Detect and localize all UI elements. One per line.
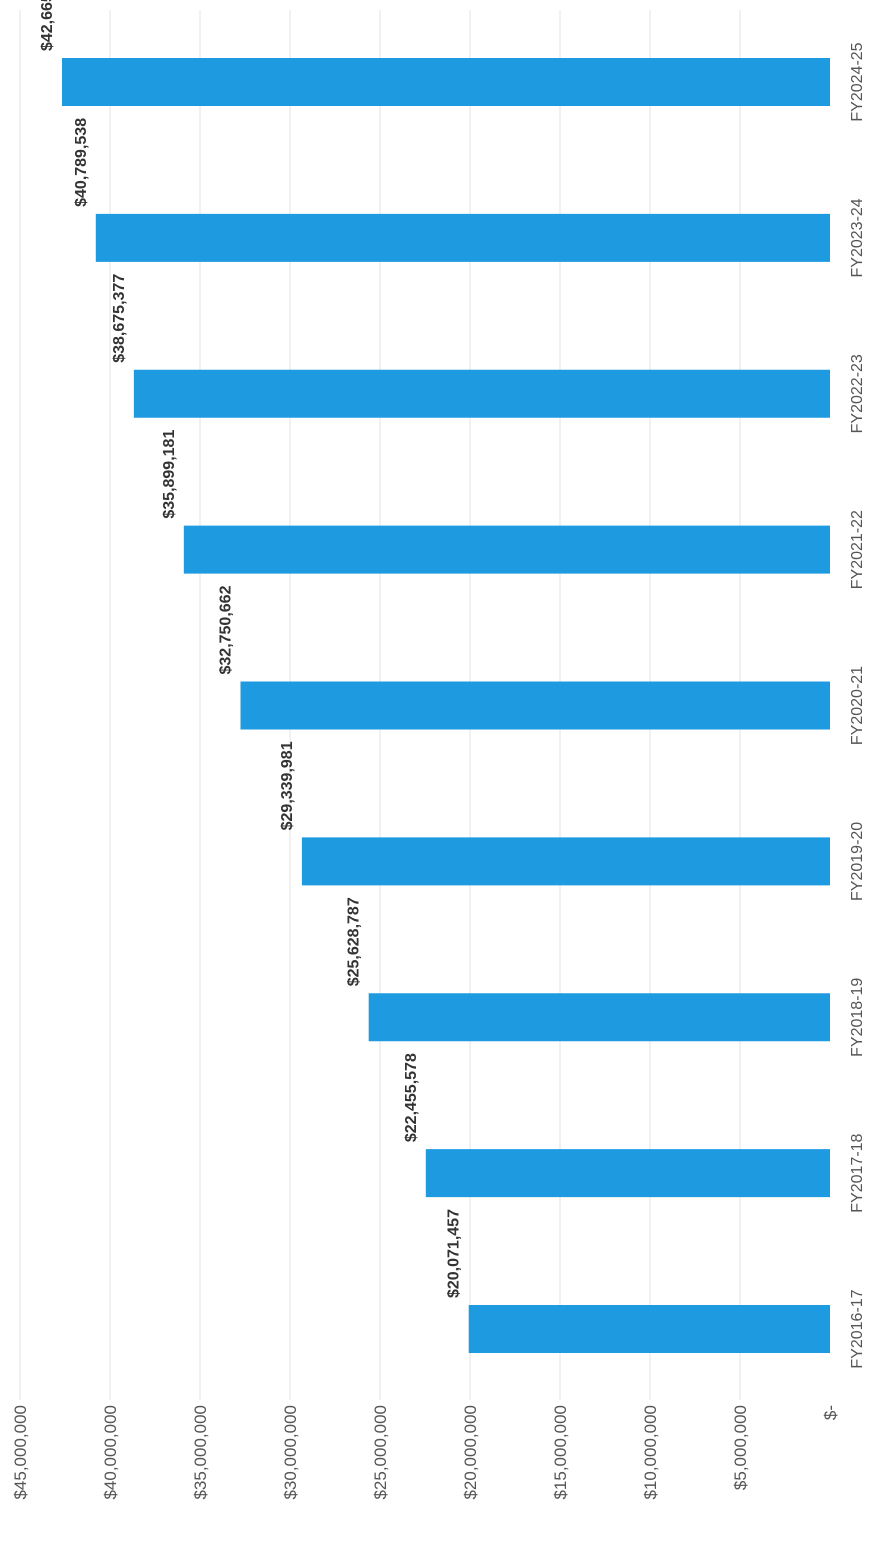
value-tick-label: $40,000,000 <box>101 1405 120 1500</box>
value-tick-label: $10,000,000 <box>641 1405 660 1500</box>
data-label: $20,071,457 <box>446 1209 463 1298</box>
value-axis-labels: $- $5,000,000 $10,000,000 $15,000,000 $20,00… <box>11 1405 840 1500</box>
bar <box>468 1305 830 1353</box>
data-label: $32,750,662 <box>217 585 234 674</box>
value-tick-label: $15,000,000 <box>551 1405 570 1500</box>
category-tick-label: FY2021-22 <box>849 510 866 589</box>
data-label: $25,628,787 <box>346 897 363 986</box>
category-tick-label: FY2017-18 <box>849 1133 866 1212</box>
bar <box>95 213 830 262</box>
category-tick-label: FY2020-21 <box>849 666 866 745</box>
bar <box>368 993 830 1042</box>
category-tick-label: FY2024-25 <box>849 42 866 121</box>
value-tick-label: $30,000,000 <box>281 1405 300 1500</box>
bars <box>62 58 831 1353</box>
value-tick-label: $- <box>821 1405 840 1420</box>
value-tick-label: $5,000,000 <box>731 1405 750 1490</box>
data-labels: $20,071,457 $22,455,578 $25,628,787 $29,339… <box>39 0 463 1298</box>
data-label: $38,675,377 <box>111 274 128 363</box>
data-label: $35,899,181 <box>161 430 178 519</box>
data-label: $40,789,538 <box>73 118 90 207</box>
value-tick-label: $25,000,000 <box>371 1405 390 1500</box>
category-tick-label: FY2022-23 <box>849 354 866 433</box>
bar <box>183 525 830 574</box>
category-tick-label: FY2023-24 <box>849 198 866 277</box>
value-tick-label: $35,000,000 <box>191 1405 210 1500</box>
bar <box>240 681 830 730</box>
value-tick-label: $45,000,000 <box>11 1405 30 1500</box>
data-label: $42,665,964 <box>39 0 56 51</box>
category-axis-labels: FY2016-17 FY2017-18 FY2018-19 FY2019-20 FY20… <box>849 42 866 1368</box>
data-label: $29,339,981 <box>279 741 296 830</box>
category-tick-label: FY2019-20 <box>849 822 866 901</box>
bar <box>62 58 831 106</box>
data-label: $22,455,578 <box>403 1053 420 1142</box>
value-tick-label: $20,000,000 <box>461 1405 480 1500</box>
bar <box>133 369 831 418</box>
category-tick-label: FY2018-19 <box>849 978 866 1057</box>
bar <box>425 1149 830 1198</box>
bar <box>301 837 830 886</box>
category-tick-label: FY2016-17 <box>849 1289 866 1368</box>
